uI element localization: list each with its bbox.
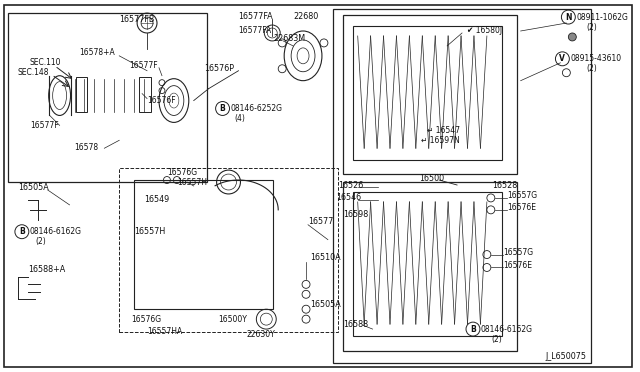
Text: 16557H: 16557H [177, 177, 207, 186]
Bar [353, 26, 502, 160]
Bar [353, 192, 502, 336]
Text: 08911-1062G: 08911-1062G [576, 13, 628, 22]
Text: 16578: 16578 [74, 143, 99, 152]
Bar [134, 180, 273, 309]
Text: 16549: 16549 [144, 195, 170, 204]
Text: (2): (2) [586, 23, 597, 32]
Text: 16598: 16598 [343, 210, 368, 219]
Text: 16576E: 16576E [503, 261, 532, 270]
Bar [333, 9, 591, 363]
Text: 16578+A: 16578+A [79, 48, 115, 57]
Text: 08146-6162G: 08146-6162G [481, 325, 533, 334]
Text: 16500Y: 16500Y [219, 315, 248, 324]
Text: (2): (2) [492, 334, 502, 343]
Text: 16505A: 16505A [310, 300, 340, 309]
Text: 22630Y: 22630Y [246, 330, 275, 339]
Text: 16546: 16546 [336, 193, 361, 202]
Text: 16526: 16526 [338, 180, 363, 189]
Text: 16577F: 16577F [129, 61, 158, 70]
Text: B: B [19, 227, 25, 236]
Text: B: B [220, 104, 225, 113]
Bar [343, 15, 516, 174]
Text: 08915-43610: 08915-43610 [570, 54, 621, 63]
Text: 16557H: 16557H [134, 227, 165, 236]
Text: N: N [565, 13, 572, 22]
Text: SEC.148: SEC.148 [18, 68, 49, 77]
Text: (4): (4) [234, 114, 245, 123]
Text: ✔ 16580J: ✔ 16580J [467, 26, 502, 35]
Bar [139, 77, 151, 112]
Text: 16576F: 16576F [147, 96, 176, 105]
Text: 16577FA: 16577FA [239, 26, 271, 35]
Text: (2): (2) [586, 64, 597, 73]
Text: 22683M: 22683M [273, 35, 305, 44]
Text: 08146-6252G: 08146-6252G [230, 104, 282, 113]
Text: 16576E: 16576E [507, 203, 536, 212]
Text: ↵ 16597N: ↵ 16597N [421, 136, 460, 145]
Text: 16528: 16528 [492, 180, 517, 189]
Bar [119, 168, 338, 332]
Text: 16577FB: 16577FB [119, 15, 155, 23]
Text: 16557HA: 16557HA [147, 327, 182, 336]
Text: 16557G: 16557G [503, 248, 533, 257]
Text: 16577F: 16577F [30, 121, 58, 130]
Text: 22680: 22680 [293, 12, 318, 20]
Text: 16510A: 16510A [310, 253, 340, 262]
Text: (2): (2) [36, 237, 47, 246]
Text: ↵ 16547: ↵ 16547 [428, 126, 460, 135]
Text: 16577FA: 16577FA [239, 12, 273, 20]
Text: V: V [559, 54, 565, 63]
Text: 08146-6162G: 08146-6162G [30, 227, 82, 236]
Text: 16576G: 16576G [131, 315, 161, 324]
Bar [76, 77, 88, 112]
Text: 16576G: 16576G [167, 168, 197, 177]
Text: SEC.110: SEC.110 [30, 58, 61, 67]
Text: 16577: 16577 [308, 217, 333, 226]
Bar [8, 13, 207, 182]
Text: J_L650075: J_L650075 [545, 352, 586, 362]
Text: 16576P: 16576P [204, 64, 234, 73]
Text: 16500: 16500 [419, 174, 444, 183]
Text: 16588+A: 16588+A [28, 265, 65, 274]
Text: 16557G: 16557G [507, 192, 537, 201]
Circle shape [568, 33, 576, 41]
Bar [343, 182, 516, 351]
Text: B: B [470, 325, 476, 334]
Text: 16588: 16588 [343, 320, 368, 328]
Text: 16505A: 16505A [18, 183, 49, 192]
